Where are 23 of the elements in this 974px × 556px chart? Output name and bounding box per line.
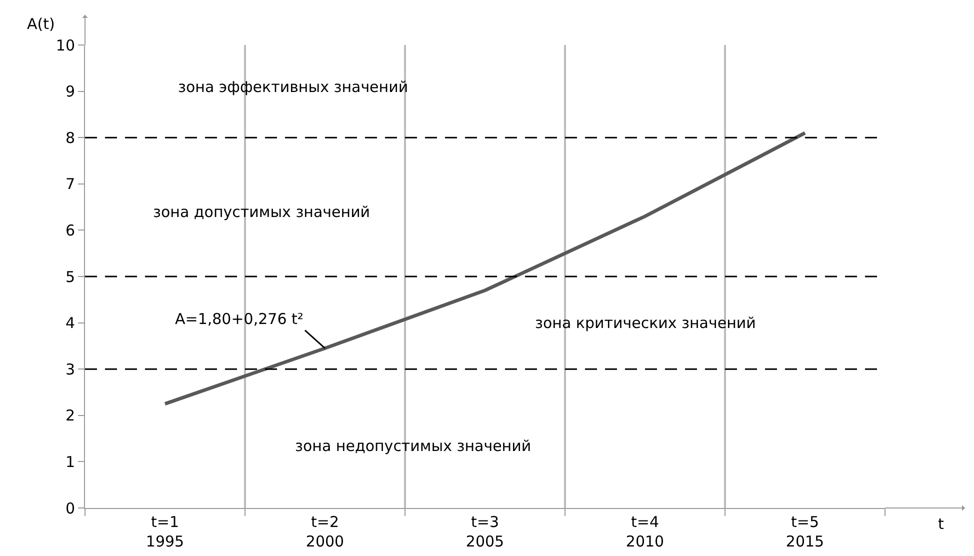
y-tick-label: 6 [65, 221, 75, 240]
y-tick-label: 0 [65, 499, 75, 518]
y-tick-label: 9 [65, 82, 75, 101]
y-tick-label: 10 [56, 36, 75, 54]
y-tick-label: 7 [65, 175, 75, 194]
annotation: зона недопустимых значений [295, 437, 532, 455]
y-tick-label: 8 [65, 128, 75, 147]
annotation: A=1,80+0,276 t² [175, 310, 304, 328]
y-tick-label: 2 [65, 406, 75, 425]
annotation: зона критических значений [535, 314, 756, 332]
x-tick-label: t=3 2005 [466, 513, 504, 550]
y-tick-label: 1 [65, 452, 75, 471]
annotation: зона эффективных значений [178, 78, 408, 96]
x-tick-label: t=5 2015 [786, 513, 824, 550]
y-tick-label: 3 [65, 360, 75, 378]
x-tick-label: t=4 2010 [626, 513, 664, 550]
y-tick-label: 5 [65, 268, 75, 286]
x-tick-label: t=2 2000 [306, 513, 344, 550]
x-axis-title: t [938, 515, 944, 533]
y-tick-label: 4 [65, 314, 75, 332]
annotation: зона допустимых значений [153, 203, 370, 221]
x-tick-label: t=1 1995 [146, 513, 184, 550]
y-axis-title: A(t) [27, 15, 55, 33]
